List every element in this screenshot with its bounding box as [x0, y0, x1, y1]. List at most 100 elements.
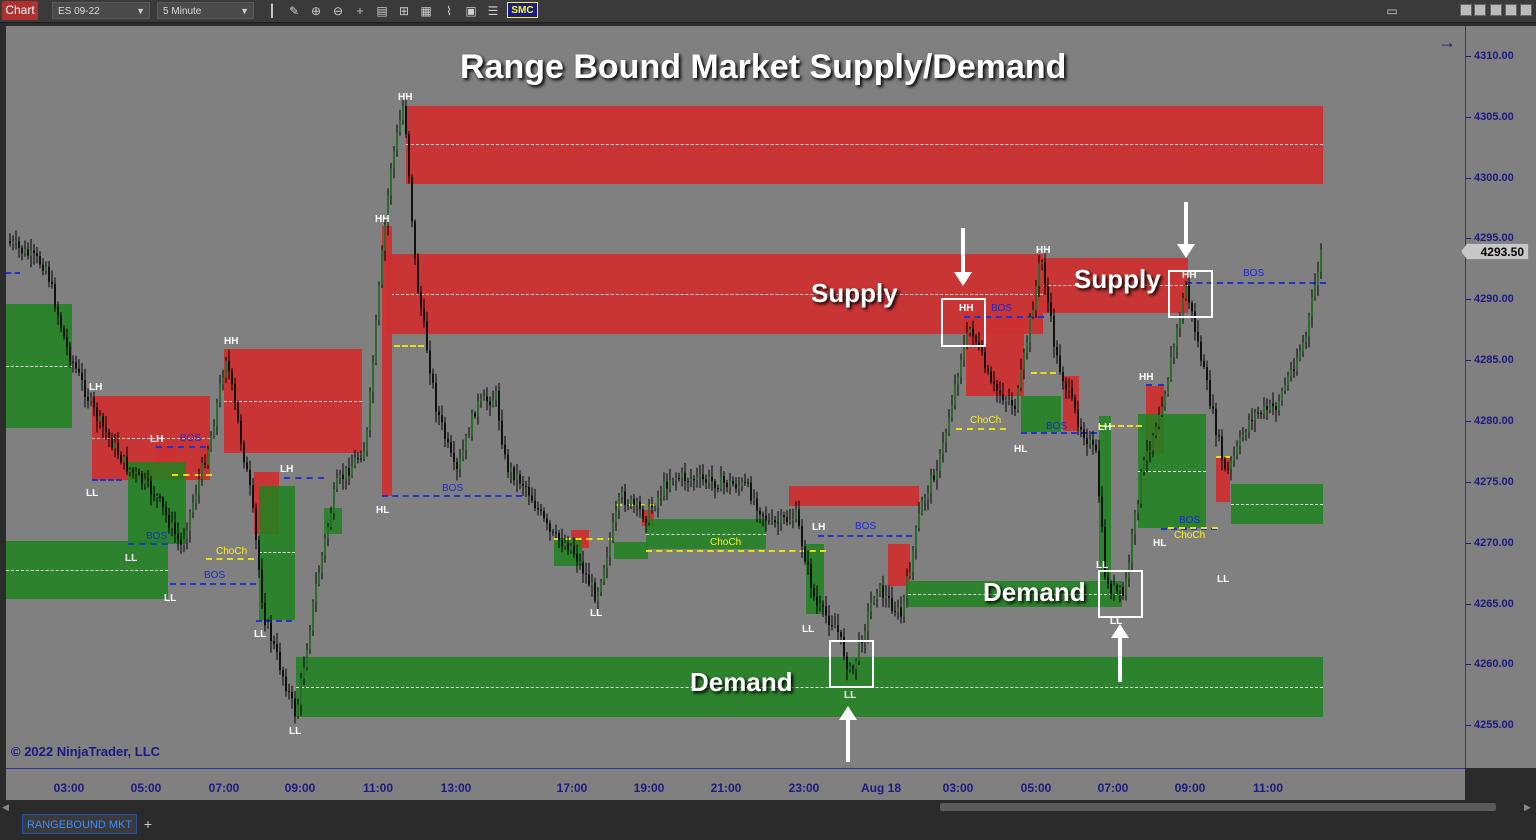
price-axis[interactable]: 4310.00 4305.00 4300.00 4295.00 4290.00 4285.…	[1465, 26, 1536, 768]
templates-icon[interactable]: ⊞	[398, 4, 410, 18]
candle-body	[459, 458, 461, 469]
candle-body	[852, 666, 854, 669]
candle-body	[843, 636, 845, 657]
chart-title: Range Bound Market Supply/Demand	[460, 48, 1067, 86]
candle-body	[237, 402, 239, 421]
crosshair-icon[interactable]: +	[356, 4, 364, 18]
candle-body	[663, 481, 665, 496]
ll-label: LL	[1110, 616, 1123, 627]
candle-body	[159, 496, 161, 499]
candle-body	[1257, 412, 1259, 414]
candle-body	[747, 482, 749, 484]
candle-body	[240, 420, 242, 444]
candle-body	[693, 478, 695, 481]
candle-body	[741, 481, 743, 486]
candle-body	[579, 561, 581, 563]
candle-body	[1074, 397, 1076, 410]
price-label: 4260.00	[1474, 658, 1514, 670]
candle-body	[1158, 414, 1160, 427]
candle-body	[51, 281, 53, 285]
arrow-up-icon	[1111, 624, 1129, 682]
candle-body	[198, 479, 200, 495]
lh-label: LH	[150, 434, 164, 445]
candle-body	[603, 568, 605, 582]
scroll-left-icon[interactable]: ◀	[2, 802, 9, 812]
candle-body	[987, 368, 989, 372]
candle-body	[339, 474, 341, 478]
candle-body	[678, 477, 680, 479]
time-axis[interactable]: 03:00 05:00 07:00 09:00 11:00 13:00 17:00 19:00…	[6, 768, 1465, 800]
candle-body	[1191, 302, 1193, 312]
bar-type-icon[interactable]: ┃	[268, 4, 276, 18]
candle-body	[1137, 503, 1139, 513]
candle-body	[471, 413, 473, 436]
candle-body	[576, 553, 578, 563]
candle-body	[489, 401, 491, 406]
pencil-icon[interactable]: ✎	[288, 4, 300, 18]
candle-body	[1056, 346, 1058, 356]
candle-body	[588, 574, 590, 585]
chart-trader-icon[interactable]: ▭	[1386, 4, 1398, 18]
arrow-right-icon[interactable]: →	[1438, 32, 1456, 52]
zoom-in-icon[interactable]: ⊕	[310, 4, 322, 18]
candle-body	[1050, 302, 1052, 316]
candle-body	[60, 315, 62, 329]
tab-rangebound-mkt[interactable]: RANGEBOUND MKT	[22, 814, 137, 834]
candle-body	[984, 352, 986, 369]
candle-body	[177, 533, 179, 540]
candle-body	[483, 396, 485, 399]
candle-body	[975, 336, 977, 343]
supply-zone	[406, 106, 1323, 184]
data-box-icon[interactable]: ▤	[376, 4, 388, 18]
candle-body	[75, 362, 77, 369]
price-label: 4275.00	[1474, 476, 1514, 488]
chart-panel[interactable]: Range Bound Market Supply/Demand Supply …	[6, 26, 1465, 768]
price-tick	[1466, 725, 1471, 726]
add-tab-button[interactable]: +	[143, 816, 153, 832]
candle-body	[1230, 460, 1232, 470]
candle-body	[630, 498, 632, 506]
candle-body	[942, 442, 944, 454]
tile-icon[interactable]	[1460, 4, 1472, 16]
candle-body	[111, 437, 113, 449]
candle-body	[477, 401, 479, 417]
minimize-icon[interactable]	[1490, 4, 1502, 16]
candle-body	[186, 530, 188, 540]
strategies-icon[interactable]: ⌇	[446, 4, 452, 18]
candle-body	[1134, 512, 1136, 535]
candle-body	[654, 507, 656, 509]
list-icon[interactable]: ☰	[487, 4, 499, 18]
scroll-thumb[interactable]	[940, 803, 1496, 811]
candle-body	[1047, 286, 1049, 303]
zoom-out-icon[interactable]: ⊖	[332, 4, 344, 18]
candle-body	[261, 569, 263, 603]
candle-body	[126, 456, 128, 472]
candle-body	[561, 540, 563, 547]
chart-menu-button[interactable]: Chart	[2, 1, 38, 20]
tile-icon[interactable]	[1474, 4, 1486, 16]
close-icon[interactable]	[1520, 4, 1532, 16]
candle-body	[282, 670, 284, 677]
price-label: 4300.00	[1474, 172, 1514, 184]
maximize-icon[interactable]	[1505, 4, 1517, 16]
candle-body	[849, 666, 851, 670]
candle-body	[153, 494, 155, 498]
horizontal-scrollbar[interactable]: ◀ ▶	[0, 800, 1536, 814]
candle-body	[771, 520, 773, 522]
indicators-icon[interactable]: ▦	[420, 4, 432, 18]
candle-body	[1161, 406, 1163, 415]
scroll-right-icon[interactable]: ▶	[1524, 802, 1531, 812]
candle-body	[207, 449, 209, 465]
instrument-selector[interactable]: ES 09-22 ▼	[52, 2, 150, 19]
supply-zone	[1216, 458, 1230, 502]
interval-selector[interactable]: 5 Minute ▼	[157, 2, 254, 19]
candle-body	[450, 442, 452, 453]
candle-body	[1308, 316, 1310, 337]
smc-button[interactable]: SMC	[507, 2, 538, 18]
candle-body	[378, 285, 380, 321]
candle-body	[1296, 358, 1298, 371]
candle-body	[27, 249, 29, 256]
calculator-icon[interactable]: ▣	[465, 4, 477, 18]
candle-body	[786, 517, 788, 522]
candle-body	[411, 177, 413, 222]
